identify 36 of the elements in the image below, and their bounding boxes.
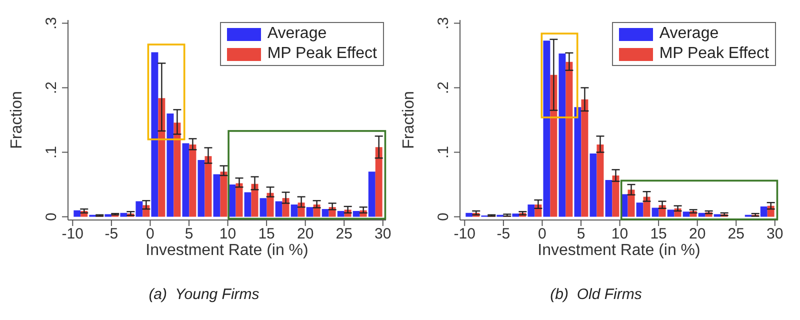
x-tick-label: 20 (688, 226, 706, 243)
y-tick-label: 0 (43, 212, 60, 221)
x-tick-label: 25 (728, 226, 744, 243)
y-tick-label: .3 (435, 16, 452, 30)
y-axis-title: Fraction (400, 91, 418, 149)
y-tick-label: .1 (435, 146, 452, 159)
x-axis-title: Investment Rate (in %) (144, 242, 310, 260)
x-tick-label: 5 (576, 226, 586, 243)
x-tick-label: 25 (336, 226, 352, 243)
y-tick-label: .2 (43, 81, 60, 94)
x-tick-label: 0 (538, 226, 546, 243)
x-tick-label: 15 (258, 226, 275, 243)
y-tick-label: .2 (435, 81, 452, 94)
legend-label: MP Peak Effect (659, 44, 769, 64)
y-tick-label: .1 (43, 146, 60, 159)
x-tick-label: 10 (611, 226, 628, 243)
text: (b) Old Firms (549, 286, 643, 303)
x-tick-label: 30 (766, 226, 784, 243)
x-tick-label: 20 (296, 226, 314, 243)
x-tick-label: -10 (62, 226, 84, 243)
text: (a) Young Firms (148, 286, 260, 303)
x-tick-label: -10 (454, 226, 476, 243)
x-tick-label: 15 (650, 226, 667, 243)
y-tick-label: 0 (435, 212, 452, 221)
y-axis-title: Fraction (8, 91, 26, 149)
y-tick-label: .3 (43, 16, 60, 30)
legend-label: MP Peak Effect (267, 44, 377, 64)
x-tick-label: -5 (104, 226, 118, 243)
x-tick-label: 0 (146, 226, 154, 243)
legend-label: Average (267, 24, 327, 44)
x-tick-label: 5 (184, 226, 194, 243)
x-axis-title: Investment Rate (in %) (536, 242, 702, 260)
x-tick-label: 10 (219, 226, 236, 243)
x-tick-label: -5 (496, 226, 510, 243)
x-tick-label: 30 (374, 226, 392, 243)
legend-label: Average (659, 24, 719, 44)
